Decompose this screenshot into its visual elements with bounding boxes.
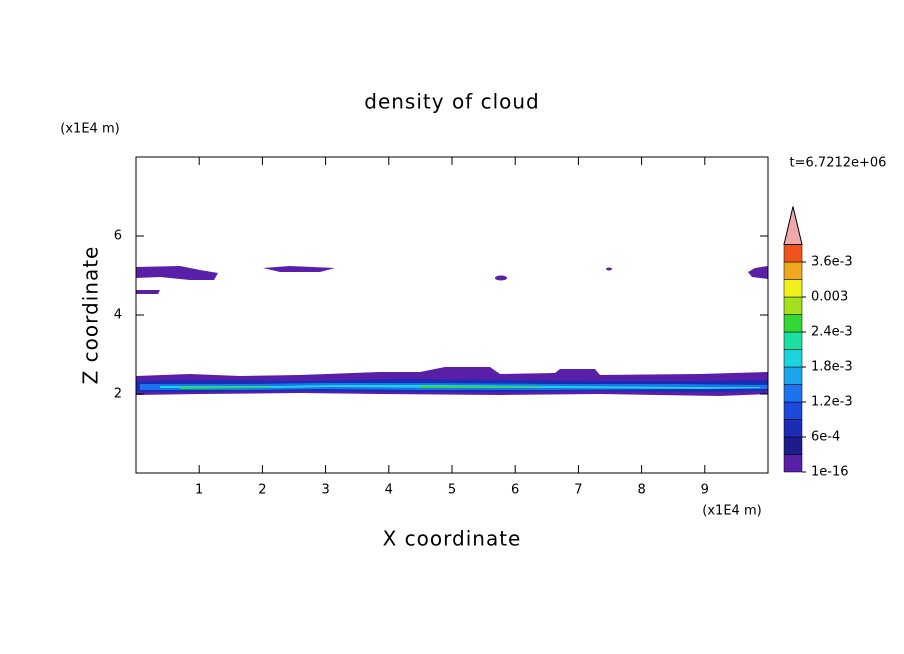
- x-tick-label: 6: [511, 483, 519, 498]
- y-tick-label: 4: [114, 308, 122, 323]
- y-tick-label: 2: [114, 387, 122, 402]
- x-tick-label: 2: [258, 483, 266, 498]
- colorbar-label: 1.8e-3: [811, 360, 853, 375]
- chart-title: density of cloud: [364, 90, 539, 114]
- y-tick-label: 6: [114, 229, 122, 244]
- colorbar-segment: [783, 261, 803, 280]
- colorbar-segment: [783, 419, 803, 438]
- colorbar-label: 1e-16: [811, 465, 849, 480]
- colorbar-over: [783, 206, 803, 245]
- colorbar-segment: [783, 366, 803, 385]
- x-tick-label: 3: [321, 483, 329, 498]
- colorbar-segment: [783, 331, 803, 350]
- colorbar-segment: [783, 296, 803, 315]
- colorbar-segment: [783, 349, 803, 368]
- x-tick-label: 9: [701, 483, 709, 498]
- colorbar-label: 3.6e-3: [811, 255, 853, 270]
- colorbar-segment: [783, 279, 803, 298]
- colorbar-segment: [783, 244, 803, 263]
- contour-region: [263, 266, 335, 272]
- y-axis-title: Z coordinate: [79, 246, 103, 385]
- colorbar-label: 1.2e-3: [811, 395, 853, 410]
- colorbar-label: 0.003: [811, 290, 848, 305]
- colorbar-segment: [783, 454, 803, 473]
- contour-region: [180, 387, 270, 389]
- contour-field: [136, 266, 768, 396]
- colorbar-segment: [783, 436, 803, 455]
- contour-region: [748, 266, 768, 279]
- contour-region: [136, 290, 160, 294]
- time-label: t=6.7212e+06: [790, 156, 887, 171]
- colorbar-label: 6e-4: [811, 430, 840, 445]
- contour-region: [420, 386, 540, 388]
- x-tick-label: 1: [195, 483, 203, 498]
- x-tick-label: 5: [448, 483, 456, 498]
- colorbar-segment: [783, 401, 803, 420]
- colorbar-segment: [783, 384, 803, 403]
- axes: 1 2 3 4 5 6 7 8 9 2 4 6 1e-16 6e-4 1.2e-3 1.8e-3 2.4e-3 0…: [114, 157, 853, 498]
- y-unit: (x1E4 m): [60, 122, 119, 137]
- x-tick-label: 8: [637, 483, 645, 498]
- contour-region: [136, 266, 218, 280]
- x-tick-label: 4: [385, 483, 393, 498]
- contour-region: [495, 275, 507, 281]
- x-unit: (x1E4 m): [702, 504, 761, 519]
- plot-frame: [135, 156, 769, 474]
- contour-region: [606, 267, 612, 271]
- colorbar-label: 2.4e-3: [811, 325, 853, 340]
- colorbar-segment: [783, 314, 803, 333]
- x-tick-label: 7: [574, 483, 582, 498]
- x-axis-title: X coordinate: [383, 527, 522, 551]
